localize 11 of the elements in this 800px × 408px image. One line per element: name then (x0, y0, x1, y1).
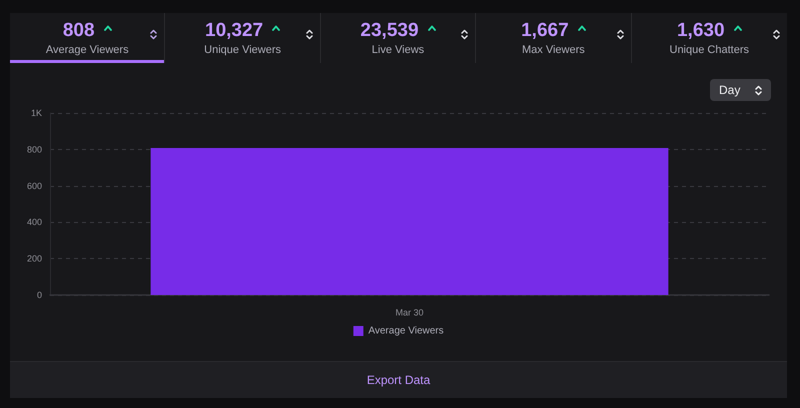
legend-label: Average Viewers (368, 326, 444, 336)
y-tick-label: 600 (26, 180, 42, 191)
y-tick-label: 1K (30, 108, 42, 118)
dropdown[interactable]: Day (710, 79, 771, 101)
tab[interactable]: 1,630 Unique Chatters (632, 13, 787, 63)
y-tick-label: 200 (26, 254, 42, 264)
y-tick-label: 0 (36, 290, 42, 300)
export-button[interactable]: Export Data (10, 361, 787, 398)
y-tick-label: 400 (26, 217, 42, 228)
y-tick-label: 800 (26, 144, 42, 154)
x-tick-label: Mar 30 (395, 308, 424, 318)
